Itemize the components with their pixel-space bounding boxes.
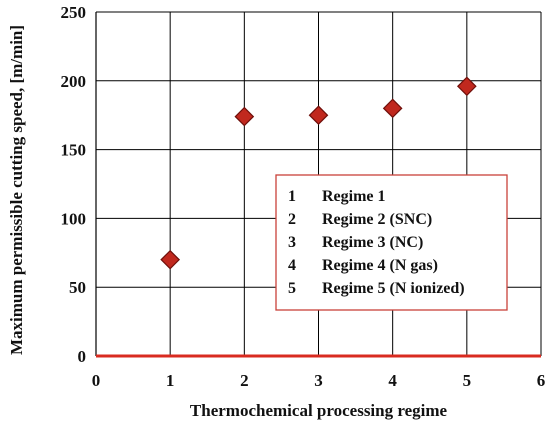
x-tick-label: 2 (240, 371, 249, 390)
x-tick-label: 4 (388, 371, 397, 390)
axis-layer (95, 12, 541, 358)
legend: 1 Regime 1 2 Regime 2 (SNC) 3 Regime 3 (NC) 4 R… (275, 174, 508, 311)
tick-label-layer: 0 50 100 150 200 250 0 1 2 3 4 5 6 (61, 3, 546, 390)
y-tick-label: 0 (78, 347, 87, 366)
data-point (456, 76, 477, 97)
legend-item-label: Regime 1 (322, 188, 386, 205)
legend-item-label: Regime 2 (SNC) (322, 211, 432, 228)
data-point (234, 106, 255, 127)
y-tick-label: 200 (61, 72, 87, 91)
data-point (160, 249, 181, 270)
data-point-layer (160, 76, 477, 270)
legend-item-label: Regime 4 (N gas) (322, 257, 438, 274)
y-tick-label: 150 (61, 141, 87, 160)
y-tick-label: 250 (61, 3, 87, 22)
legend-item-label: Regime 3 (NC) (322, 234, 423, 251)
x-tick-label: 3 (314, 371, 323, 390)
legend-item-number: 3 (288, 234, 296, 251)
x-tick-label: 5 (463, 371, 472, 390)
legend-item-number: 2 (288, 211, 296, 228)
y-tick-label: 100 (61, 209, 87, 228)
x-axis-title: Thermochemical processing regime (190, 401, 448, 420)
y-axis-title: Maximum permissible cutting speed, [m/mi… (7, 25, 26, 355)
legend-item-number: 1 (288, 188, 296, 205)
legend-item-number: 4 (288, 257, 296, 274)
data-point (382, 98, 403, 119)
x-tick-label: 0 (92, 371, 101, 390)
x-tick-label: 6 (537, 371, 546, 390)
legend-box (275, 174, 508, 311)
data-point (308, 105, 329, 126)
y-tick-label: 50 (69, 278, 86, 297)
legend-item-number: 5 (288, 280, 296, 297)
x-tick-label: 1 (166, 371, 175, 390)
legend-item-label: Regime 5 (N ionized) (322, 280, 465, 297)
